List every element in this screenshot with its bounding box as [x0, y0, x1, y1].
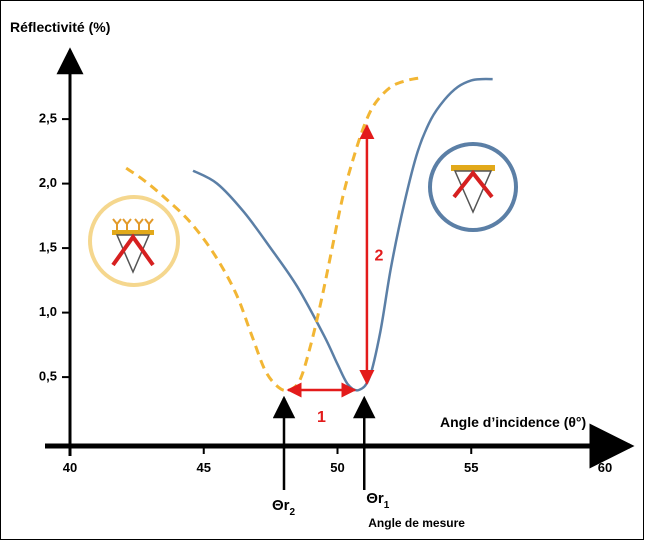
y-tick-label: 2,0 [39, 175, 57, 190]
y-tick-label: 1,0 [39, 304, 57, 319]
series-line-dashed [125, 76, 421, 393]
x-ticks: 40 45 50 55 60 [63, 446, 612, 475]
theta-r1-label: Θr1 [366, 490, 390, 511]
prism-with-molecules-icon [88, 195, 180, 287]
series-layer [125, 76, 493, 393]
x-tick-label: 60 [598, 460, 612, 475]
annotation-label-1: 1 [317, 409, 326, 426]
y-tick-label: 0,5 [39, 369, 57, 384]
x-tick-label: 40 [63, 460, 77, 475]
marker-layer [272, 395, 376, 490]
x-tick-label: 50 [330, 460, 344, 475]
x-axis-title: Angle d’incidence (θ°) [440, 414, 586, 430]
y-tick-label: 1,5 [39, 240, 57, 255]
prism-icon [428, 142, 518, 232]
theta-r2-label: Θr2 [272, 497, 296, 518]
x-tick-label: 55 [464, 460, 478, 475]
y-ticks: 0,5 1,0 1,5 2,0 2,5 [39, 111, 70, 384]
y-tick-label: 2,5 [39, 111, 57, 126]
x-tick-label: 45 [197, 460, 211, 475]
measurement-angle-caption: Angle de mesure [368, 516, 465, 530]
y-axis-title: Réflectivité (%) [10, 19, 110, 35]
annotation-label-2: 2 [374, 248, 383, 265]
series-line-solid [192, 77, 493, 392]
